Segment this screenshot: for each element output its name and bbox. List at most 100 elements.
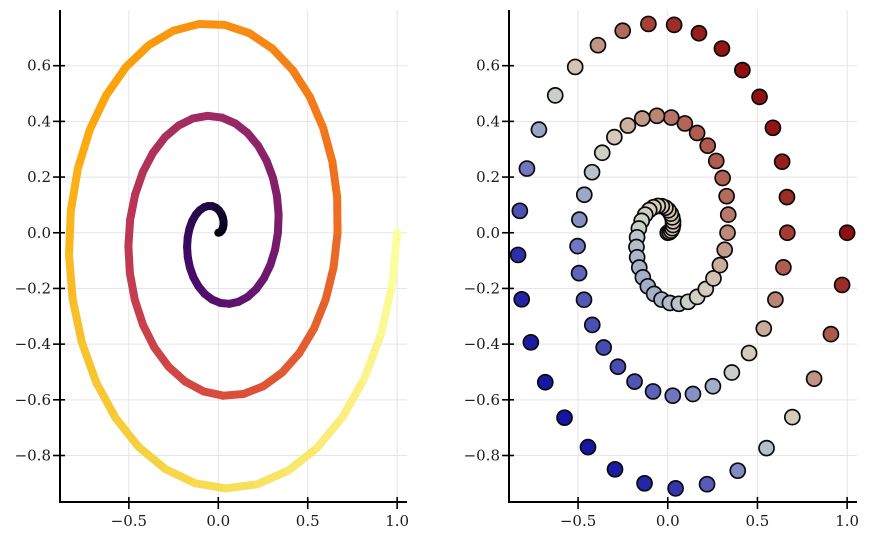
scatter-point <box>773 153 791 171</box>
spiral-line-segment <box>130 295 148 329</box>
scatter-point <box>606 128 623 146</box>
y-tick-labels: 0.6 0.4 0.2 0.0 −0.2 −0.4 −0.6 −0.8 <box>464 57 500 465</box>
spiral-line-segment <box>376 280 397 339</box>
scatter-point <box>718 187 735 205</box>
scatter-point <box>767 291 784 308</box>
spiral-line-segment <box>222 480 262 493</box>
axes-spines <box>59 10 407 503</box>
spiral-line-segment <box>125 269 139 304</box>
scatter-point <box>626 373 643 390</box>
x-tick-label: 0.5 <box>296 512 320 530</box>
scatter-point <box>609 358 627 376</box>
scatter-point <box>648 107 666 125</box>
scatter-point <box>570 264 588 282</box>
scatter-point <box>569 237 586 255</box>
scatter-point <box>633 110 651 127</box>
spiral-line-segment <box>284 444 321 475</box>
y-tick-label: −0.2 <box>15 279 51 297</box>
spiral-line-segment <box>288 66 314 101</box>
scatter-point <box>822 325 840 343</box>
scatter-point <box>606 460 624 478</box>
scatter-point <box>667 480 684 497</box>
y-tick-label: −0.2 <box>464 279 500 297</box>
x-tick-label: 0.5 <box>746 512 770 530</box>
scatter-point <box>838 224 856 242</box>
scatter-point <box>589 36 607 54</box>
x-tick-label: −0.5 <box>111 512 147 530</box>
spiral-line-segment <box>388 228 402 289</box>
scatter-point <box>690 24 708 42</box>
spiral-line-segment <box>65 206 75 259</box>
scatter-point <box>664 387 682 405</box>
scatter-point <box>719 206 737 224</box>
scatter-point <box>723 364 741 381</box>
spiral-line-segment <box>65 250 77 304</box>
axes-spines <box>508 10 857 503</box>
scatter-point <box>511 202 529 220</box>
spiral-line-segment <box>85 91 111 134</box>
spiral-line-segment <box>321 263 338 304</box>
spiral-line-segment <box>338 374 369 422</box>
spiral-line-segment <box>169 19 204 35</box>
scatter-point <box>513 290 531 308</box>
scatter-point <box>676 115 694 132</box>
spiral-line-segment <box>68 295 86 347</box>
tick-marks <box>502 64 848 509</box>
y-tick-label: 0.0 <box>476 224 500 242</box>
scatter-point <box>593 144 611 162</box>
scatter-point <box>707 152 725 170</box>
y-tick-label: −0.4 <box>15 335 51 353</box>
scatter-point <box>714 169 731 187</box>
spiral-line-segment <box>268 44 297 75</box>
scatter-point <box>778 224 796 242</box>
spiral-line-segment <box>73 125 94 173</box>
right-scatter-plot: −0.5 0.0 0.5 1.0 0.6 0.4 0.2 0.0 −0.2 −0.4 −0.6 −0.… <box>464 10 859 530</box>
y-tick-label: 0.6 <box>27 57 51 75</box>
scatter-point <box>764 119 782 137</box>
scatter-point <box>571 211 588 229</box>
spiral-line-segment <box>134 443 170 474</box>
x-tick-label: −0.5 <box>560 512 596 530</box>
x-tick-labels: −0.5 0.0 0.5 1.0 <box>111 512 409 530</box>
scatter-point <box>705 270 722 287</box>
y-tick-label: 0.0 <box>27 224 51 242</box>
scatter-point <box>783 408 801 426</box>
y-tick-label: −0.8 <box>15 447 51 465</box>
spiral-line-segment <box>161 465 200 488</box>
scatter-point <box>619 117 637 134</box>
spiral-line-segment <box>328 157 342 202</box>
spiral-line-segment <box>253 466 293 489</box>
tick-marks <box>53 64 398 509</box>
spiral-line-segment <box>77 338 101 387</box>
spiral-line <box>65 19 402 493</box>
spiral-line-segment <box>319 123 337 166</box>
scatter-point <box>595 339 613 356</box>
scatter-point <box>698 475 716 493</box>
y-tick-label: 0.2 <box>27 168 51 186</box>
spiral-line-segment <box>144 26 178 50</box>
scatter-point <box>775 258 792 276</box>
spiral-line-segment <box>360 330 385 383</box>
spiral-line-segment <box>102 62 131 100</box>
scatter-point <box>662 109 680 126</box>
scatter-point <box>711 256 729 274</box>
scatter-point <box>665 16 683 34</box>
scatter-point <box>734 61 751 79</box>
scatter-point <box>713 40 731 57</box>
spiral-line-segment <box>220 20 254 38</box>
spiral-line-segment <box>92 378 120 422</box>
spiral-line-segment <box>329 228 342 272</box>
scatter-point <box>509 246 527 264</box>
scatter-point <box>644 383 662 400</box>
scatter-point <box>522 333 540 351</box>
x-tick-label: 1.0 <box>835 512 859 530</box>
y-tick-label: −0.4 <box>464 335 500 353</box>
spiral-line-segment <box>278 349 304 377</box>
x-tick-label: 0.0 <box>656 512 680 530</box>
scatter-point <box>530 121 548 138</box>
spiral-line-segment <box>66 164 82 215</box>
scatter-point <box>755 320 773 337</box>
scatter-point <box>758 439 775 457</box>
spiral-line-segment <box>124 215 135 251</box>
scatter-point <box>740 344 758 362</box>
